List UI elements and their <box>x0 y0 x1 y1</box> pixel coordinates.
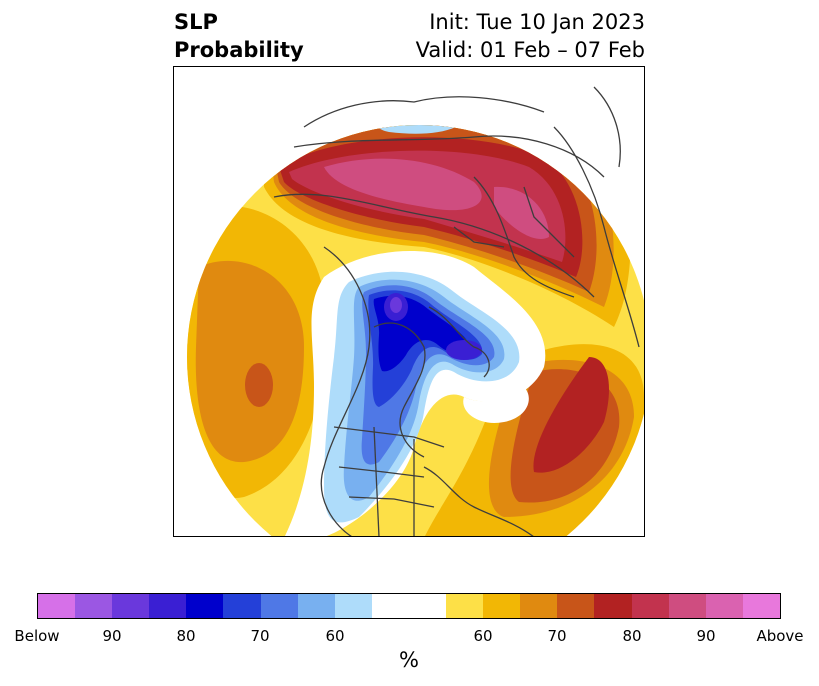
probability-map <box>187 86 644 536</box>
colorbar-swatch <box>334 594 372 618</box>
colorbar-swatch <box>371 594 409 618</box>
date-info: Init: Tue 10 Jan 2023 Valid: 01 Feb – 07… <box>416 8 645 64</box>
colorbar-swatch <box>297 594 335 618</box>
colorbar-swatch <box>149 594 187 618</box>
colorbar-tick-label: 90 <box>102 627 122 645</box>
colorbar-swatch <box>408 594 447 618</box>
colorbar-swatch <box>705 594 743 618</box>
map-panel <box>173 66 645 537</box>
colorbar-swatch <box>446 594 484 618</box>
colorbar-swatch <box>742 594 780 618</box>
coastlines <box>273 86 640 536</box>
colorbar-swatch <box>260 594 298 618</box>
colorbar-swatch <box>594 594 632 618</box>
colorbar-tick-label: 70 <box>547 627 567 645</box>
colorbar-swatch <box>75 594 113 618</box>
colorbar-swatch <box>186 594 224 618</box>
colorbar-tick-label: 80 <box>622 627 642 645</box>
colorbar-swatch <box>112 594 150 618</box>
colorbar-swatch <box>223 594 261 618</box>
colorbar-tick-label: 80 <box>176 627 196 645</box>
colorbar-tick-label: 60 <box>473 627 493 645</box>
colorbar-swatch <box>557 594 595 618</box>
colorbar-unit: % <box>399 648 419 672</box>
probability-colorbar <box>37 593 781 619</box>
colorbar-swatch <box>483 594 521 618</box>
colorbar-tick-label: Below <box>14 627 60 645</box>
title-variable: SLP <box>174 10 218 34</box>
colorbar-tick-label: Above <box>756 627 804 645</box>
colorbar-tick-label: 60 <box>325 627 345 645</box>
title-type: Probability <box>174 38 304 62</box>
init-date: Init: Tue 10 Jan 2023 <box>429 10 645 34</box>
map-title: SLP Probability <box>174 8 304 64</box>
colorbar-tick-label: 70 <box>250 627 270 645</box>
colorbar-tick-label: 90 <box>696 627 716 645</box>
colorbar-swatch <box>631 594 669 618</box>
shaded-probability-field <box>187 125 644 536</box>
valid-range: Valid: 01 Feb – 07 Feb <box>415 38 645 62</box>
colorbar-swatch <box>668 594 706 618</box>
colorbar-swatch <box>520 594 558 618</box>
colorbar-swatch <box>38 594 76 618</box>
